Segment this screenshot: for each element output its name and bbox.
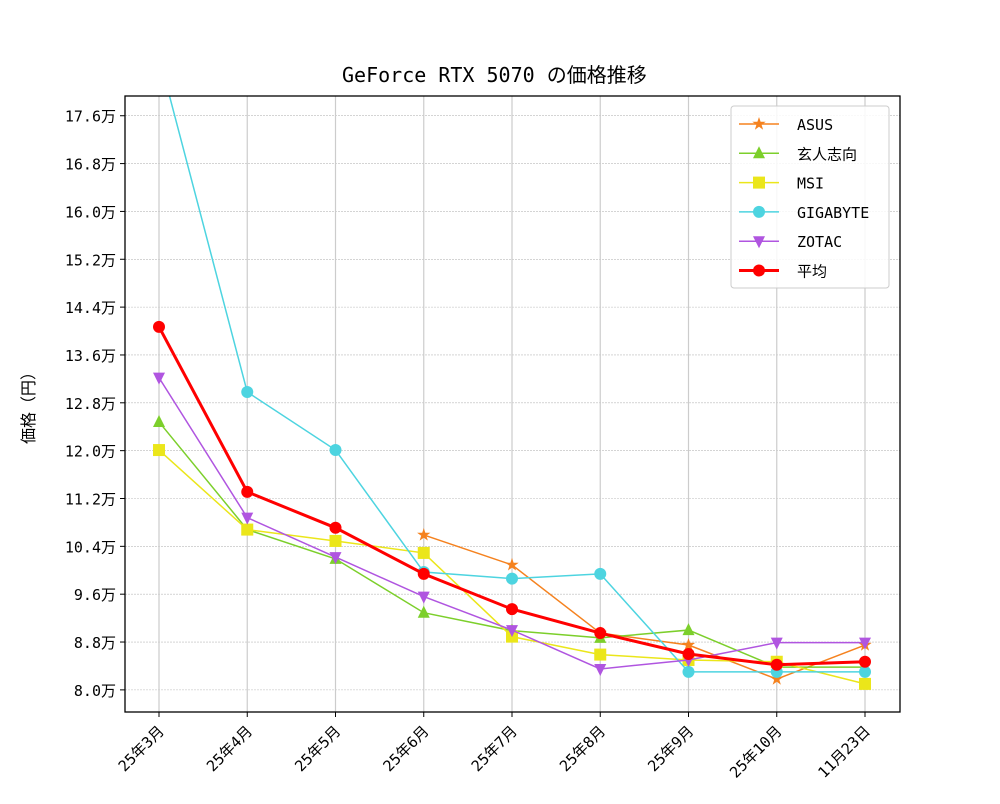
grid: [125, 96, 900, 712]
chart-title: GeForce RTX 5070 の価格推移: [342, 63, 647, 87]
data-point-circle: [682, 665, 695, 678]
data-point-circle: [859, 665, 871, 678]
data-point-square: [329, 534, 342, 547]
legend: ASUS 玄人志向 MSI GIGABYTE ZOTAC 平均: [730, 105, 890, 289]
data-point-triangle-up: [753, 146, 765, 159]
data-point-triangle-down: [417, 591, 430, 604]
data-point-circle: [153, 50, 165, 62]
data-point-circle: [594, 627, 607, 640]
data-point-circle: [241, 386, 254, 399]
y-tick-label: 8.0万: [74, 682, 116, 700]
data-point-triangle-up: [682, 623, 695, 636]
data-point-circle: [753, 205, 765, 218]
y-tick-label: 16.8万: [65, 156, 116, 174]
series-group: [153, 50, 872, 690]
data-point-circle: [153, 320, 165, 333]
y-tick-label: 14.4万: [65, 299, 116, 317]
data-point-circle: [241, 485, 254, 498]
legend-item: 玄人志向: [739, 145, 857, 163]
y-tick-label: 12.8万: [65, 395, 116, 413]
data-point-circle: [417, 567, 430, 580]
legend-item: 平均: [739, 263, 827, 281]
y-tick-label: 12.0万: [65, 443, 116, 461]
x-tick-label: 25年3月: [115, 722, 168, 775]
data-point-circle: [753, 264, 765, 277]
data-point-circle: [506, 603, 518, 616]
y-axis: 8.0万 8.8万 9.6万 10.4万 11.2万 12.0万 12.8万 13.6万 14.…: [65, 108, 125, 700]
data-point-circle: [594, 567, 607, 580]
legend-label: MSI: [797, 175, 824, 193]
legend-label: 玄人志向: [797, 145, 857, 163]
data-point-circle: [329, 521, 342, 534]
x-tick-label: 25年4月: [203, 722, 256, 775]
series-平均: [153, 320, 871, 671]
x-tick-label: 11月23日: [814, 722, 873, 781]
y-tick-label: 8.8万: [74, 634, 116, 652]
legend-item: GIGABYTE: [739, 204, 869, 222]
x-tick-label: 25年7月: [468, 722, 521, 775]
x-axis: 25年3月 25年4月 25年5月 25年6月 25年7月 25年8月 25年9月 25年10…: [115, 712, 874, 782]
series-ASUS: [417, 528, 872, 685]
data-point-circle: [770, 658, 783, 671]
data-point-triangle-up: [153, 414, 165, 427]
x-tick-label: 25年9月: [644, 722, 697, 775]
data-point-triangle-down: [594, 663, 607, 676]
data-point-star: [752, 117, 766, 130]
data-point-square: [241, 523, 254, 536]
legend-frame: [730, 105, 890, 289]
data-point-triangle-down: [329, 552, 342, 565]
data-point-triangle-down: [770, 637, 783, 650]
y-tick-label: 10.4万: [65, 538, 116, 556]
data-point-circle: [506, 572, 518, 585]
data-point-star: [770, 672, 784, 685]
x-tick-label: 25年6月: [379, 722, 432, 775]
legend-label: 平均: [797, 263, 827, 281]
y-tick-label: 11.2万: [65, 490, 116, 508]
legend-label: GIGABYTE: [797, 204, 869, 222]
legend-item: ASUS: [739, 116, 833, 134]
data-point-square: [594, 648, 607, 661]
x-tick-label: 25年8月: [556, 722, 609, 775]
data-point-star: [505, 557, 519, 571]
series-ZOTAC: [153, 372, 871, 676]
legend-label: ZOTAC: [797, 233, 842, 251]
data-point-triangle-up: [417, 605, 430, 618]
data-point-square: [753, 176, 765, 189]
data-point-square: [417, 546, 430, 559]
data-point-circle: [682, 647, 695, 660]
y-tick-label: 9.6万: [74, 586, 116, 604]
data-point-triangle-down: [859, 637, 871, 650]
x-tick-label: 25年10月: [726, 722, 785, 781]
y-tick-label: 16.0万: [65, 203, 116, 221]
data-point-circle: [329, 444, 342, 457]
y-tick-label: 17.6万: [65, 108, 116, 126]
data-point-star: [417, 528, 431, 541]
y-tick-label: 13.6万: [65, 347, 116, 365]
data-point-star: [681, 638, 696, 651]
data-point-triangle-down: [241, 512, 254, 525]
legend-item: ZOTAC: [739, 233, 842, 251]
y-tick-label: 15.2万: [65, 251, 116, 269]
x-tick-label: 25年5月: [291, 722, 344, 775]
data-point-triangle-down: [153, 372, 165, 385]
data-point-square: [859, 677, 871, 690]
y-axis-label: 価格（円）: [19, 364, 38, 444]
data-point-circle: [859, 655, 871, 668]
data-point-triangle-down: [753, 236, 765, 249]
legend-label: ASUS: [797, 116, 833, 134]
legend-item: MSI: [739, 175, 824, 193]
data-point-square: [153, 444, 165, 457]
data-point-triangle-down: [506, 625, 518, 638]
series-line: [423, 534, 866, 680]
